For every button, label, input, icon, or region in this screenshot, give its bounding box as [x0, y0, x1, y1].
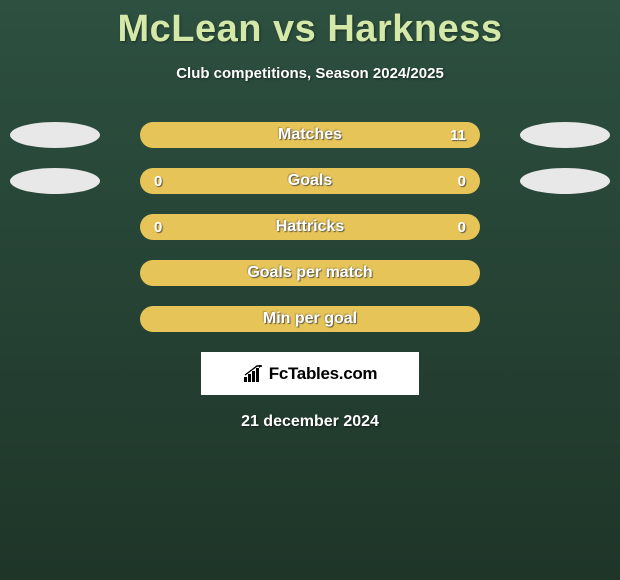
stat-row-goals: 0 Goals 0	[0, 168, 620, 194]
player-right-marker	[520, 168, 610, 194]
stat-left-value: 0	[154, 173, 172, 190]
stat-row-matches: Matches 11	[0, 122, 620, 148]
source-logo-text: FcTables.com	[269, 364, 378, 384]
subtitle: Club competitions, Season 2024/2025	[0, 65, 620, 82]
stat-label: Goals	[140, 172, 480, 190]
stat-left-value: 0	[154, 219, 172, 236]
stat-right-value: 0	[448, 173, 466, 190]
stat-right-value: 11	[448, 127, 466, 144]
stat-bar: Min per goal	[140, 306, 480, 332]
stats-panel: Matches 11 0 Goals 0 0 Hattricks 0	[0, 122, 620, 431]
stat-bar: 0 Hattricks 0	[140, 214, 480, 240]
player-left-marker	[10, 122, 100, 148]
snapshot-date: 21 december 2024	[0, 413, 620, 431]
stat-row-goals-per-match: Goals per match	[0, 260, 620, 286]
stat-right-value: 0	[448, 219, 466, 236]
chart-icon	[243, 365, 265, 383]
stat-label: Min per goal	[140, 310, 480, 328]
stat-bar: Matches 11	[140, 122, 480, 148]
page-title: McLean vs Harkness	[0, 0, 620, 51]
stat-label: Matches	[140, 126, 480, 144]
stat-row-hattricks: 0 Hattricks 0	[0, 214, 620, 240]
source-logo[interactable]: FcTables.com	[201, 352, 419, 395]
stat-bar: 0 Goals 0	[140, 168, 480, 194]
stat-label: Hattricks	[140, 218, 480, 236]
player-left-marker	[10, 168, 100, 194]
stat-row-min-per-goal: Min per goal	[0, 306, 620, 332]
player-right-marker	[520, 122, 610, 148]
stat-bar: Goals per match	[140, 260, 480, 286]
stat-label: Goals per match	[140, 264, 480, 282]
